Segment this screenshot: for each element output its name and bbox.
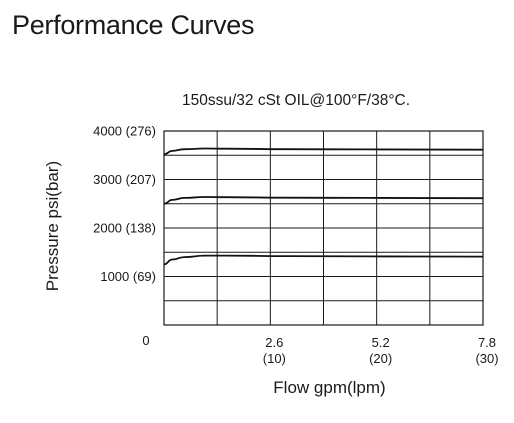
pressure-curve-2 [163, 196, 484, 205]
pressure-curve-1 [163, 254, 484, 266]
y-axis-label: Pressure psi(bar) [43, 161, 62, 291]
y-tick-label: 1000 (69) [100, 269, 156, 284]
page-title: Performance Curves [12, 10, 255, 40]
y-tick-label: 3000 (207) [93, 172, 156, 187]
chart-title: 150ssu/32 cSt OIL@100°F/38°C. [182, 92, 411, 109]
grid [164, 131, 483, 325]
plot-frame [163, 130, 484, 326]
x-tick-labels: 0 2.6(10) 5.2(20) 7.8(30) [142, 333, 498, 366]
curves [163, 147, 484, 266]
pressure-curve-3 [163, 147, 484, 156]
x-tick-sublabel: (20) [369, 351, 392, 366]
x-tick-label: 7.8 [478, 335, 496, 350]
x-tick-label: 5.2 [372, 335, 390, 350]
y-tick-labels: 1000 (69) 2000 (138) 3000 (207) 4000 (276) [93, 124, 156, 285]
x-tick-sublabel: (30) [475, 351, 498, 366]
y-tick-label: 4000 (276) [93, 124, 156, 139]
x-tick-sublabel: (10) [263, 351, 286, 366]
x-axis-label: Flow gpm(lpm) [273, 378, 385, 397]
x-tick-label: 0 [142, 333, 149, 348]
x-tick-label: 2.6 [265, 335, 283, 350]
y-tick-label: 2000 (138) [93, 221, 156, 236]
